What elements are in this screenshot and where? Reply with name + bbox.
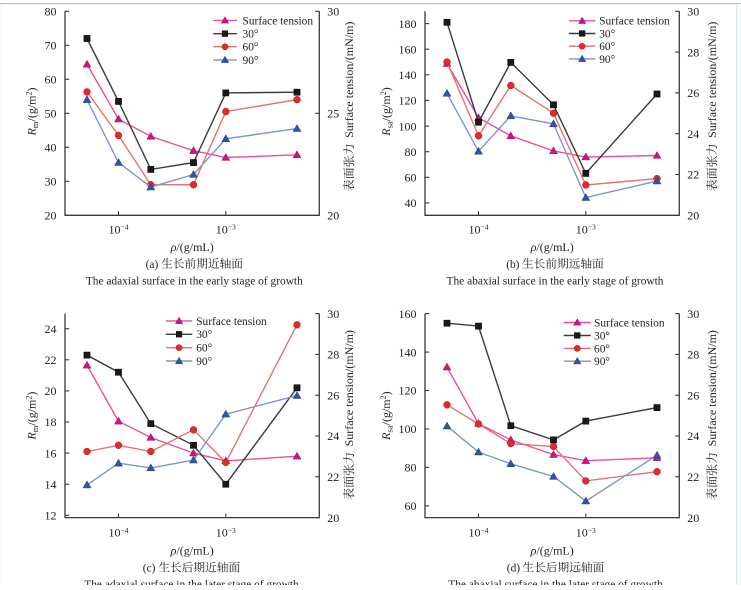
svg-text:40: 40 — [405, 196, 417, 210]
svg-text:30: 30 — [687, 5, 699, 19]
svg-text:10−4: 10−4 — [468, 526, 488, 540]
svg-text:180: 180 — [399, 17, 417, 31]
svg-text:40: 40 — [45, 141, 57, 155]
svg-text:30: 30 — [687, 307, 699, 321]
svg-text:(d): (d) — [507, 563, 520, 575]
svg-text:30: 30 — [327, 5, 339, 19]
svg-text:24: 24 — [687, 429, 699, 443]
svg-text:28: 28 — [687, 45, 699, 59]
svg-text:26: 26 — [687, 86, 699, 100]
svg-text:60°: 60° — [594, 343, 610, 355]
svg-text:60°: 60° — [599, 41, 615, 53]
svg-text:140: 140 — [399, 345, 417, 359]
svg-text:120: 120 — [399, 94, 417, 108]
svg-text:10−3: 10−3 — [216, 526, 236, 540]
svg-text:60°: 60° — [196, 343, 212, 355]
svg-text:24: 24 — [45, 322, 57, 336]
svg-text:Surface tension/(mN/m): Surface tension/(mN/m) — [705, 22, 719, 138]
svg-text:30°: 30° — [594, 330, 610, 342]
svg-text:90°: 90° — [196, 356, 212, 368]
svg-text:80: 80 — [405, 461, 417, 475]
svg-text:10−3: 10−3 — [216, 222, 236, 236]
svg-text:120: 120 — [399, 384, 417, 398]
svg-text:ρ/(g/mL): ρ/(g/mL) — [530, 543, 574, 557]
svg-text:Surface tension: Surface tension — [243, 15, 314, 27]
svg-text:10−3: 10−3 — [576, 526, 596, 540]
svg-text:10−4: 10−4 — [108, 222, 128, 236]
svg-text:60°: 60° — [243, 42, 259, 54]
svg-text:ρ/(g/mL): ρ/(g/mL) — [170, 543, 214, 557]
svg-text:Surface tension: Surface tension — [599, 16, 670, 28]
svg-text:80: 80 — [45, 5, 57, 19]
svg-text:20: 20 — [327, 209, 339, 223]
svg-text:20: 20 — [327, 511, 339, 525]
svg-text:Surface tension: Surface tension — [594, 317, 665, 329]
svg-text:90°: 90° — [243, 55, 259, 67]
svg-text:Rm/(g/m2): Rm/(g/m2) — [25, 392, 41, 441]
svg-text:24: 24 — [687, 127, 699, 141]
svg-text:60: 60 — [405, 171, 417, 185]
svg-text:30: 30 — [327, 307, 339, 321]
svg-text:70: 70 — [45, 39, 57, 53]
svg-text:30°: 30° — [196, 329, 212, 341]
svg-text:10−4: 10−4 — [108, 526, 128, 540]
svg-text:(b): (b) — [506, 259, 519, 271]
svg-text:20: 20 — [45, 384, 57, 398]
svg-text:Rsa/(g/m2): Rsa/(g/m2) — [379, 87, 395, 136]
svg-text:(a): (a) — [146, 259, 159, 271]
svg-text:28: 28 — [327, 348, 339, 362]
svg-text:26: 26 — [327, 388, 339, 402]
svg-text:160: 160 — [399, 307, 417, 321]
svg-text:The abaxial surface in the ear: The abaxial surface in the early stage o… — [447, 276, 664, 288]
svg-text:22: 22 — [45, 353, 57, 367]
svg-text:20: 20 — [687, 511, 699, 525]
svg-text:50: 50 — [45, 107, 57, 121]
svg-text:20: 20 — [45, 209, 57, 223]
svg-text:The adaxial surface in the lat: The adaxial surface in the later stage o… — [84, 579, 299, 585]
svg-text:22: 22 — [687, 470, 699, 484]
svg-text:Surface tension: Surface tension — [196, 316, 267, 328]
svg-text:30: 30 — [45, 175, 57, 189]
svg-text:160: 160 — [399, 42, 417, 56]
svg-text:Rsa/(g/m2): Rsa/(g/m2) — [379, 391, 395, 440]
svg-text:30°: 30° — [599, 28, 615, 40]
svg-text:The abaxial surface in the lat: The abaxial surface in the later stage o… — [448, 579, 663, 585]
svg-text:Surface tension/(mN/m): Surface tension/(mN/m) — [705, 330, 719, 446]
svg-text:90°: 90° — [594, 356, 610, 368]
svg-text:22: 22 — [327, 470, 339, 484]
svg-text:Surface tension/(mN/m): Surface tension/(mN/m) — [342, 22, 356, 138]
svg-text:18: 18 — [45, 415, 57, 429]
svg-text:The adaxial surface in the ear: The adaxial surface in the early stage o… — [86, 276, 303, 288]
svg-text:28: 28 — [687, 348, 699, 362]
svg-text:140: 140 — [399, 68, 417, 82]
svg-text:26: 26 — [687, 388, 699, 402]
svg-text:Surface tension/(mN/m): Surface tension/(mN/m) — [342, 330, 356, 446]
svg-text:10−4: 10−4 — [468, 222, 488, 236]
svg-text:16: 16 — [45, 446, 57, 460]
svg-text:100: 100 — [399, 422, 417, 436]
svg-text:12: 12 — [45, 509, 57, 523]
svg-text:30°: 30° — [243, 29, 259, 41]
svg-text:Rm/(g/m2): Rm/(g/m2) — [25, 88, 41, 137]
svg-text:25: 25 — [327, 107, 339, 121]
svg-text:ρ/(g/mL): ρ/(g/mL) — [530, 240, 574, 254]
svg-text:10−3: 10−3 — [576, 222, 596, 236]
svg-text:ρ/(g/mL): ρ/(g/mL) — [170, 240, 214, 254]
svg-text:90°: 90° — [599, 54, 615, 66]
svg-text:20: 20 — [687, 209, 699, 223]
svg-text:22: 22 — [687, 168, 699, 182]
svg-text:80: 80 — [405, 145, 417, 159]
svg-text:14: 14 — [45, 477, 57, 491]
svg-text:100: 100 — [399, 119, 417, 133]
svg-text:24: 24 — [327, 429, 339, 443]
svg-text:60: 60 — [45, 73, 57, 87]
svg-text:60: 60 — [405, 499, 417, 513]
svg-text:(c): (c) — [143, 563, 156, 575]
